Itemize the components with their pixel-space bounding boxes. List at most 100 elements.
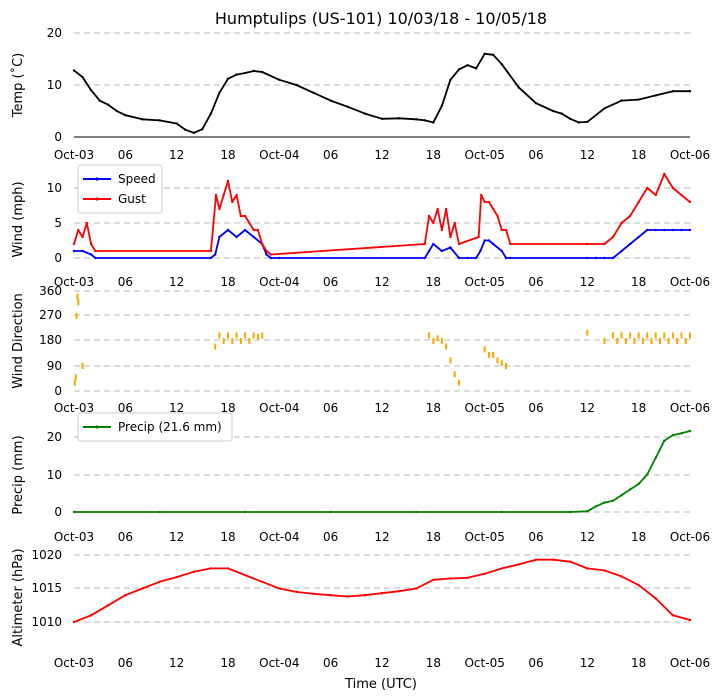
wind-direction-point bbox=[75, 313, 78, 319]
wind-direction-point bbox=[235, 332, 238, 339]
data-point bbox=[449, 577, 452, 580]
wind-direction-point bbox=[659, 338, 662, 344]
x-tick-label: 06 bbox=[528, 275, 543, 289]
data-point bbox=[449, 78, 452, 82]
wind-direction-point bbox=[680, 332, 683, 339]
x-tick-label: 18 bbox=[631, 656, 646, 670]
x-tick-label: 18 bbox=[220, 148, 235, 162]
data-point bbox=[654, 456, 657, 459]
x-tick-label: Oct-05 bbox=[464, 148, 504, 162]
data-point bbox=[77, 228, 80, 232]
data-point bbox=[483, 52, 486, 55]
x-tick-label: 18 bbox=[220, 275, 235, 289]
data-point bbox=[346, 105, 349, 109]
data-point bbox=[209, 256, 213, 260]
data-point bbox=[603, 242, 606, 246]
x-tick-label: Oct-05 bbox=[464, 656, 504, 670]
x-tick-label: 06 bbox=[118, 530, 133, 544]
data-point bbox=[295, 590, 298, 594]
data-point bbox=[239, 214, 243, 218]
data-point bbox=[261, 580, 264, 583]
x-tick-label: Oct-06 bbox=[670, 401, 710, 415]
data-point bbox=[671, 614, 675, 617]
data-point bbox=[671, 90, 675, 93]
data-point bbox=[363, 594, 367, 597]
x-tick-label: Oct-05 bbox=[464, 275, 504, 289]
data-point bbox=[218, 91, 221, 95]
x-tick-label: Oct-04 bbox=[259, 148, 299, 162]
data-point bbox=[457, 242, 461, 246]
data-point bbox=[680, 432, 683, 435]
x-tick-label: 18 bbox=[220, 530, 235, 544]
x-tick-label: 18 bbox=[426, 275, 441, 289]
data-point bbox=[218, 207, 221, 211]
data-point bbox=[98, 99, 101, 102]
data-point bbox=[453, 221, 456, 225]
y-tick-label: 10 bbox=[47, 181, 62, 195]
y-tick-label: 10 bbox=[47, 468, 62, 482]
x-tick-label: 18 bbox=[426, 656, 441, 670]
wind-direction-point bbox=[676, 338, 679, 344]
data-point bbox=[89, 242, 93, 246]
data-point bbox=[654, 597, 657, 600]
data-point bbox=[312, 592, 315, 596]
data-point bbox=[89, 614, 93, 617]
wind-direction-point bbox=[440, 338, 443, 344]
data-point bbox=[688, 228, 692, 232]
data-point bbox=[380, 591, 384, 595]
data-point bbox=[688, 618, 692, 622]
data-point bbox=[479, 249, 482, 253]
data-point bbox=[477, 235, 480, 239]
x-tick-label: Oct-03 bbox=[54, 401, 94, 415]
y-tick-label: 20 bbox=[47, 430, 62, 444]
wind-direction-point bbox=[231, 338, 234, 344]
y-tick-label: 0 bbox=[54, 384, 62, 398]
data-point bbox=[72, 620, 76, 624]
data-point bbox=[427, 214, 431, 218]
data-point bbox=[611, 499, 615, 502]
data-point bbox=[226, 179, 230, 183]
x-tick-label: Oct-04 bbox=[259, 656, 299, 670]
data-point bbox=[500, 62, 503, 66]
wind-direction-point bbox=[496, 357, 499, 364]
x-tick-label: Oct-05 bbox=[464, 530, 504, 544]
data-point bbox=[94, 249, 97, 253]
wind-direction-point bbox=[505, 363, 508, 369]
x-tick-label: 12 bbox=[169, 275, 184, 289]
x-tick-label: 06 bbox=[118, 148, 133, 162]
data-point bbox=[457, 256, 461, 260]
data-point bbox=[620, 493, 623, 497]
data-point bbox=[158, 580, 161, 583]
wind-direction-point bbox=[616, 338, 619, 344]
x-tick-label: 18 bbox=[631, 401, 646, 415]
data-point bbox=[509, 256, 512, 260]
x-tick-label: 12 bbox=[374, 148, 389, 162]
data-point bbox=[329, 594, 332, 597]
data-point bbox=[124, 113, 127, 117]
data-point bbox=[637, 200, 640, 204]
y-tick-label: 180 bbox=[39, 333, 62, 347]
data-point bbox=[107, 604, 110, 607]
data-point bbox=[158, 119, 161, 122]
data-point bbox=[611, 256, 615, 260]
data-point bbox=[603, 501, 606, 504]
x-tick-label: 06 bbox=[323, 401, 338, 415]
data-point bbox=[654, 228, 657, 232]
data-point bbox=[466, 64, 469, 67]
data-point bbox=[278, 78, 281, 82]
data-point bbox=[628, 242, 632, 246]
data-point bbox=[440, 249, 444, 253]
data-point bbox=[415, 118, 418, 121]
data-point bbox=[329, 510, 332, 514]
y-tick-label: 270 bbox=[39, 308, 62, 322]
wind-direction-point bbox=[218, 332, 221, 339]
data-point bbox=[603, 569, 606, 572]
wind-direction-point bbox=[239, 338, 242, 344]
data-point bbox=[261, 242, 264, 246]
data-point bbox=[265, 253, 268, 256]
data-point bbox=[380, 117, 384, 121]
data-point bbox=[466, 256, 469, 260]
data-point bbox=[620, 99, 623, 102]
data-point bbox=[671, 186, 675, 190]
